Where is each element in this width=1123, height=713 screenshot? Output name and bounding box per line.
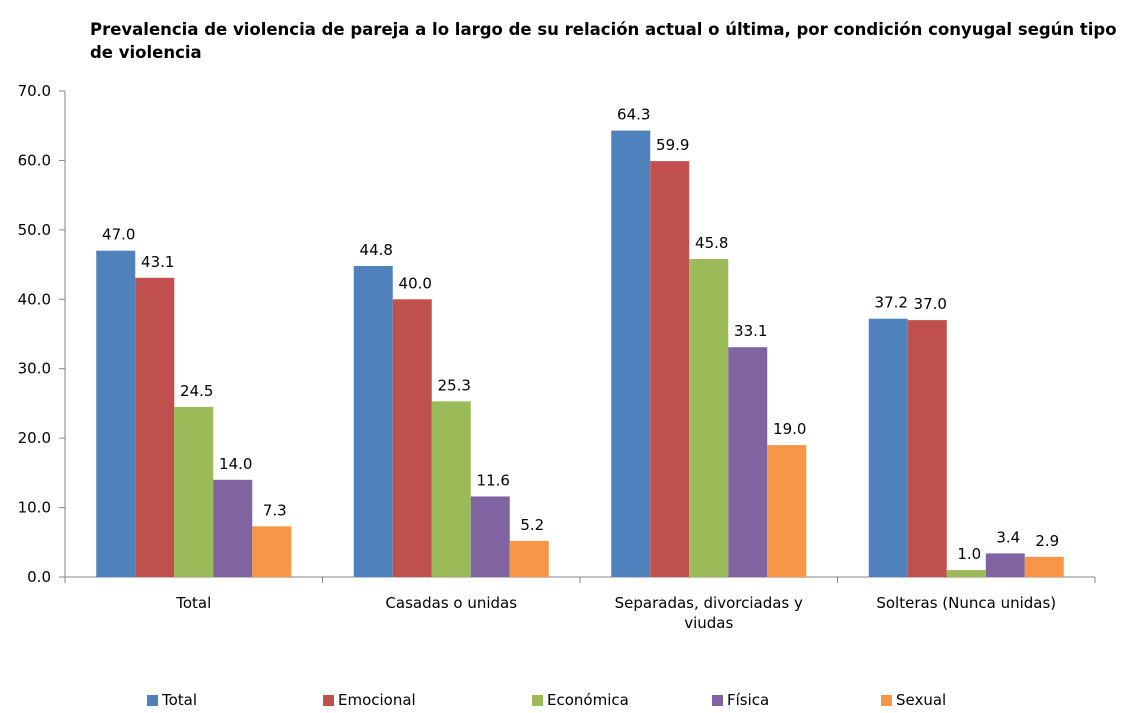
y-tick-label: 50.0: [18, 221, 51, 239]
bar: [868, 318, 908, 577]
bar: [174, 406, 214, 577]
data-label: 1.0: [957, 545, 981, 563]
data-label: 24.5: [180, 382, 213, 400]
legend-swatch: [147, 694, 158, 706]
bar-chart: 0.0 10.0 20.0 30.0 40.0 50.0 60.0 70.0 Total Casa…: [18, 82, 1096, 632]
legend-label: Económica: [547, 691, 629, 709]
legend-label: Emocional: [338, 691, 416, 709]
bar: [135, 277, 175, 577]
bar: [907, 320, 947, 577]
category-label: Separadas, divorciadas y viudas: [615, 594, 803, 632]
data-label: 2.9: [1035, 532, 1059, 550]
legend-label: Total: [162, 691, 198, 709]
bar: [1024, 556, 1064, 577]
data-label: 44.8: [360, 241, 393, 259]
legend-swatch: [881, 694, 892, 706]
data-label: 59.9: [656, 136, 689, 154]
bar: [767, 445, 807, 577]
legend-label: Sexual: [896, 691, 947, 709]
data-label: 5.2: [520, 516, 544, 534]
category-label: Total: [175, 594, 211, 612]
data-label: 7.3: [263, 501, 287, 519]
data-label: 3.4: [996, 528, 1020, 546]
bar: [431, 401, 471, 577]
y-tick-label: 30.0: [18, 360, 51, 378]
legend-item: Sexual: [881, 691, 946, 709]
bar: [689, 259, 729, 577]
bar: [985, 553, 1025, 577]
legend-item: Económica: [532, 691, 629, 709]
y-tick-label: 40.0: [18, 290, 51, 308]
data-label: 14.0: [219, 455, 252, 473]
y-tick-label: 70.0: [18, 82, 51, 100]
bar: [392, 299, 432, 577]
chart-title: Prevalencia de violencia de pareja a lo …: [90, 20, 1117, 62]
legend-label: Física: [727, 691, 770, 709]
y-tick-label: 10.0: [18, 499, 51, 517]
bar: [728, 347, 768, 577]
bar: [252, 526, 292, 577]
data-label: 33.1: [734, 322, 767, 340]
category-label: Solteras (Nunca unidas): [876, 594, 1056, 612]
bar: [650, 161, 690, 577]
legend-item: Física: [712, 691, 769, 709]
bar: [509, 540, 549, 577]
bar: [96, 250, 136, 577]
legend-item: Emocional: [323, 691, 416, 709]
data-label: 43.1: [141, 253, 174, 271]
data-label: 19.0: [773, 420, 806, 438]
bar: [946, 570, 986, 577]
bar: [611, 130, 651, 577]
legend-swatch: [323, 694, 334, 706]
data-label: 64.3: [617, 106, 650, 124]
bar: [213, 479, 253, 577]
legend-swatch: [532, 694, 543, 706]
legend-swatch: [712, 694, 723, 706]
y-tick-label: 60.0: [18, 151, 51, 169]
data-label: 37.2: [875, 294, 908, 312]
data-label: 47.0: [102, 226, 135, 244]
legend-item: Total: [147, 691, 197, 709]
data-label: 37.0: [914, 295, 947, 313]
category-label: Casadas o unidas: [385, 594, 517, 612]
bar: [353, 265, 393, 577]
data-label: 40.0: [399, 274, 432, 292]
chart-legend: Total Emocional Económica Física Sexual: [0, 691, 1123, 713]
y-tick-label: 0.0: [27, 568, 51, 586]
data-label: 11.6: [477, 471, 510, 489]
bar: [470, 496, 510, 577]
data-label: 45.8: [695, 234, 728, 252]
data-label: 25.3: [438, 376, 471, 394]
y-tick-label: 20.0: [18, 429, 51, 447]
